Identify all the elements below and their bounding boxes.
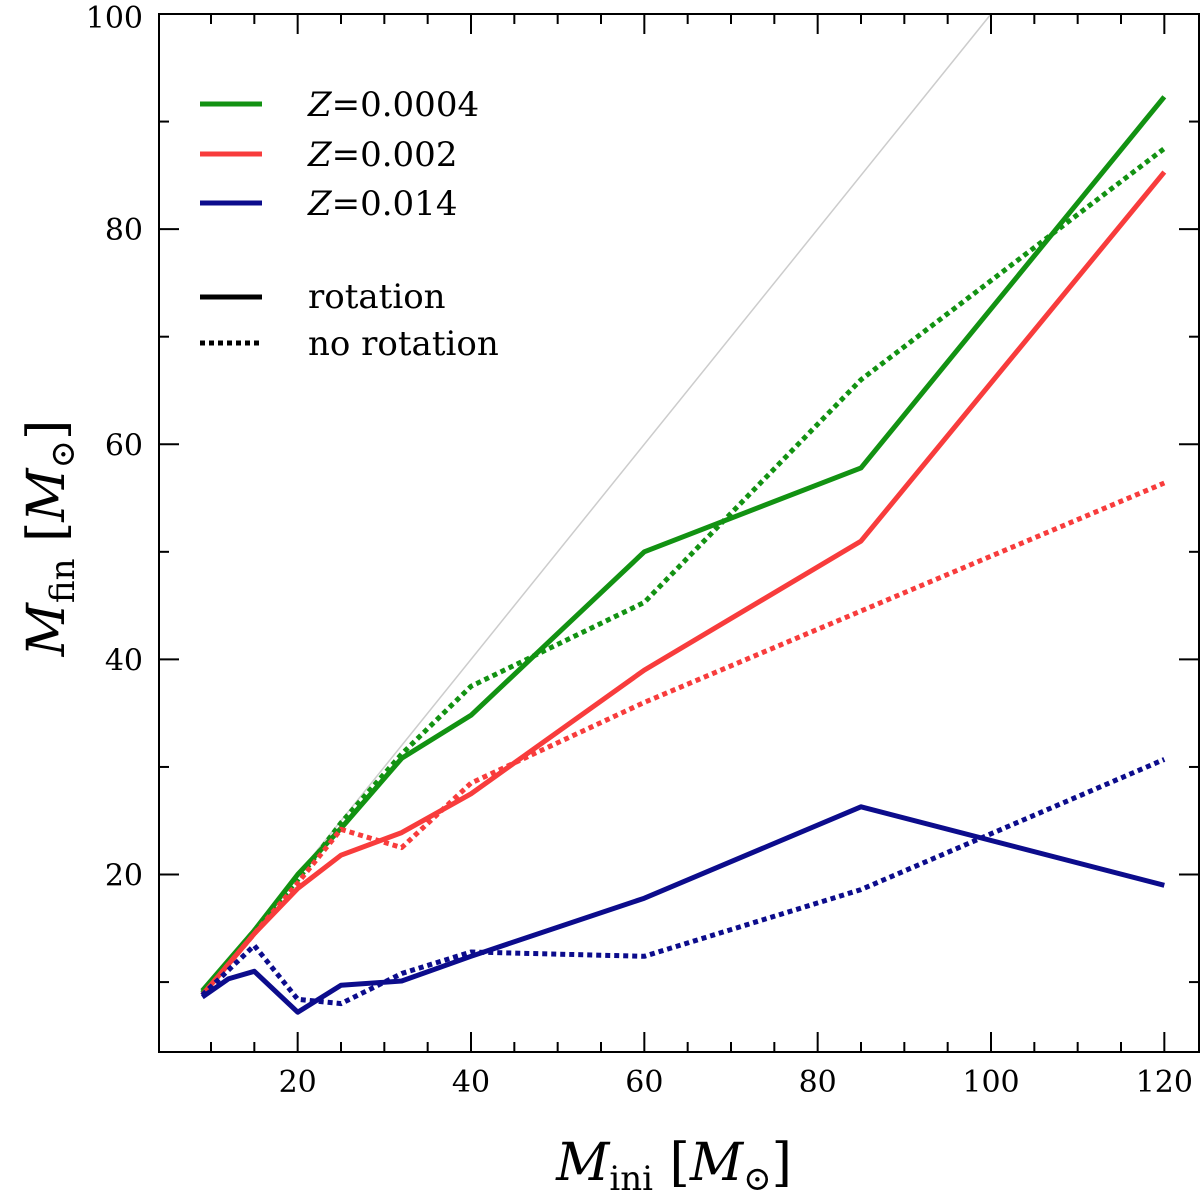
plot-background (159, 14, 1199, 1052)
series-line-3 (200, 480, 1166, 997)
plot-frame (158, 13, 1200, 1053)
x-tick-label: 100 (962, 1065, 1019, 1100)
x-tick-label: 80 (799, 1065, 837, 1100)
tick-layer: 20 40 60 80 100 120 20 40 60 80 100 (86, 1, 1199, 1100)
x-tick-label: 20 (279, 1065, 317, 1100)
x-tick-label: 40 (452, 1065, 490, 1100)
y-tick-label: 40 (105, 643, 143, 678)
legend-label-z002: Z=0.002 (307, 135, 457, 175)
legend-label-rotation: rotation (308, 277, 446, 317)
y-tick-label: 80 (105, 213, 143, 248)
y-tick-label: 60 (105, 428, 143, 463)
y-tick-label: 20 (105, 859, 143, 894)
x-axis-title: Mini [M⊙] (555, 1133, 792, 1195)
x-tick-label: 120 (1136, 1065, 1193, 1100)
x-tick-label: 60 (625, 1065, 663, 1100)
legend-label-z0004: Z=0.0004 (307, 85, 479, 125)
series-line-5 (200, 757, 1166, 1007)
series-line-0 (200, 95, 1167, 993)
y-tick-label: 100 (86, 1, 143, 36)
legend-label-z014: Z=0.014 (307, 184, 457, 224)
legend-label-no-rotation: no rotation (308, 324, 499, 364)
legend: Z=0.0004 Z=0.002 Z=0.014 rotation no rot… (200, 85, 499, 364)
series-layer (200, 95, 1167, 1015)
series-line-1 (200, 146, 1166, 995)
series-line-4 (200, 804, 1165, 1015)
y-axis-title: Mfin [M⊙] (17, 420, 83, 658)
